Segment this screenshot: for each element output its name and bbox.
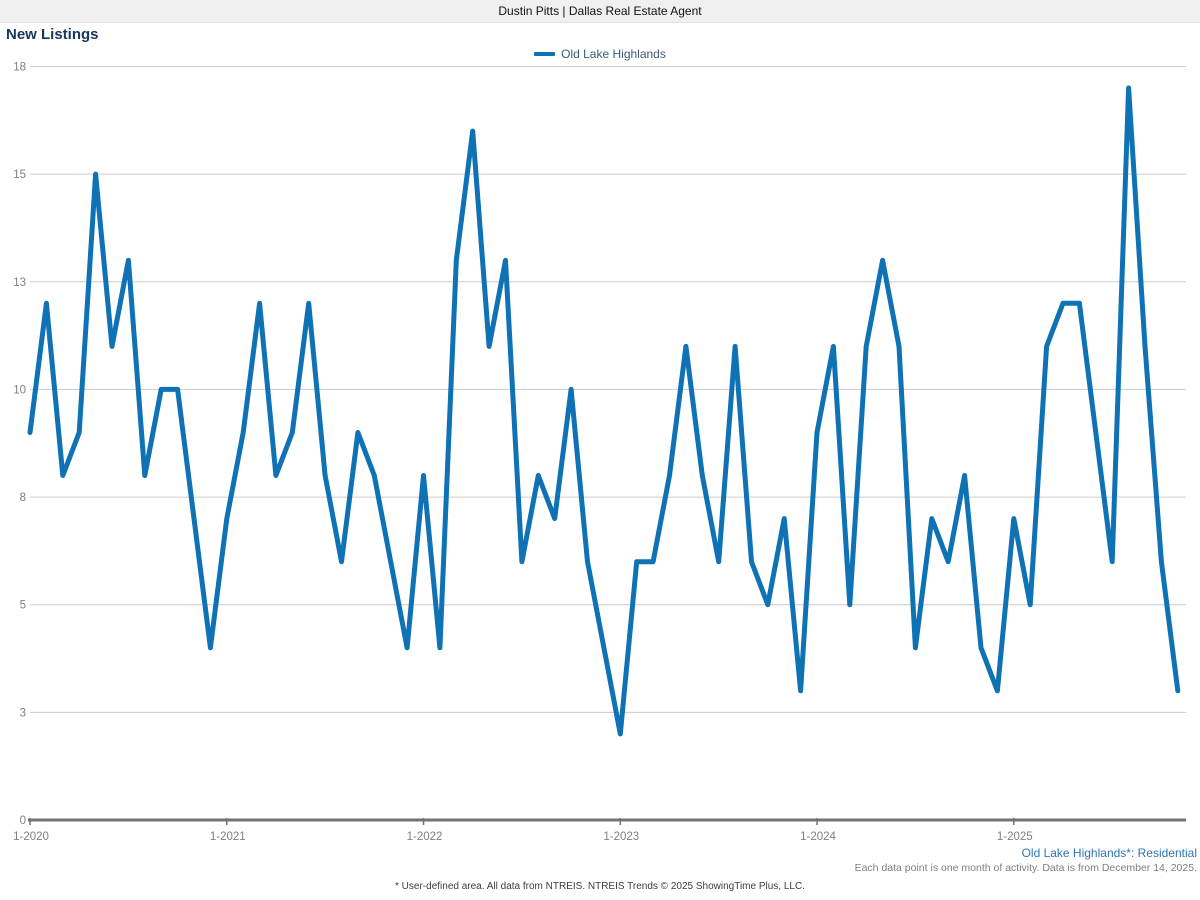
y-axis-label: 15 [13,169,26,181]
area-residential-link[interactable]: Old Lake Highlands*: Residential [1021,846,1197,860]
x-axis-label: 1-2020 [13,831,49,843]
x-axis-label: 1-2025 [997,831,1033,843]
y-axis-label: 13 [13,277,26,289]
x-axis-label: 1-2021 [210,831,246,843]
disclaimer: * User-defined area. All data from NTREI… [395,881,805,892]
data-note: Each data point is one month of activity… [854,862,1197,874]
x-axis-label: 1-2022 [407,831,443,843]
series-line-old-lake-highlands [27,85,1181,737]
header-title: Dustin Pitts | Dallas Real Estate Agent [498,4,702,18]
y-axis-label: 8 [20,492,26,504]
y-axis-label: 10 [13,384,26,396]
legend-label: Old Lake Highlands [561,47,666,61]
x-axis-label: 1-2024 [800,831,836,843]
header-bar: Dustin Pitts | Dallas Real Estate Agent [0,0,1200,23]
page-title: New Listings [6,26,99,43]
y-axis-label: 3 [20,707,26,719]
y-axis-label: 18 [13,62,26,74]
legend-line-swatch-icon [534,52,556,56]
y-axis-label: 0 [20,815,26,827]
y-axis-label: 5 [20,600,26,612]
x-axis-label: 1-2023 [603,831,639,843]
legend: Old Lake Highlands [0,46,1200,62]
new-listings-line-chart: 0 3 5 8 10 13 15 18 1-2020 1-2021 1-2022 1-2023 1-20… [13,62,1186,843]
